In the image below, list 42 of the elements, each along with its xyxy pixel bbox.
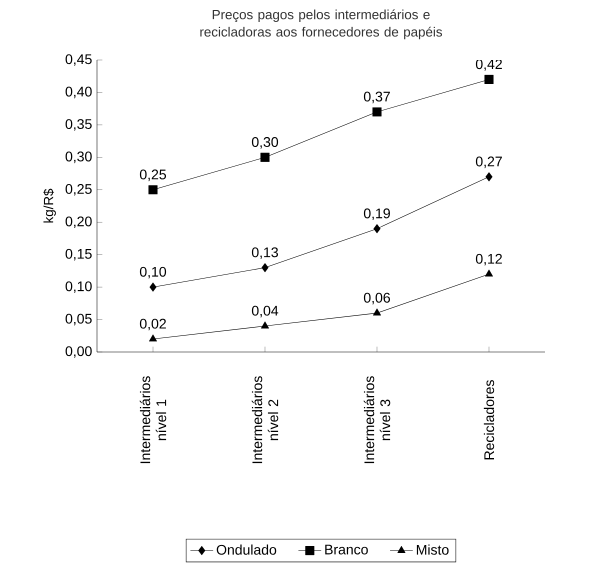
chart-title: Preços pagos pelos intermediários e recicladoras aos fornecedores de papéis bbox=[200, 9, 442, 40]
data-label: 0,30 bbox=[252, 137, 278, 149]
data-label: 0,25 bbox=[140, 170, 166, 182]
y-tick-label: 0,40 bbox=[66, 86, 92, 98]
data-label: 0,04 bbox=[252, 306, 278, 318]
y-tick-label: 0,25 bbox=[66, 184, 92, 196]
y-tick-label: 0,20 bbox=[66, 216, 92, 228]
y-tick-label: 0,35 bbox=[66, 119, 92, 131]
data-label: 0,13 bbox=[252, 247, 278, 259]
point bbox=[372, 107, 382, 116]
point bbox=[486, 172, 492, 182]
point bbox=[150, 282, 156, 292]
y-tick-label: 0,30 bbox=[66, 152, 92, 164]
point bbox=[149, 334, 157, 342]
point bbox=[261, 321, 269, 328]
data-label: 0,06 bbox=[364, 292, 390, 304]
point bbox=[373, 308, 381, 316]
x-tick-label: Intermediários nível 2 bbox=[252, 376, 278, 464]
y-axis-title: kg/R$ bbox=[43, 188, 56, 223]
data-label: 0,19 bbox=[364, 208, 390, 220]
x-tick-label: Intermediários nível 3 bbox=[364, 376, 390, 464]
point bbox=[260, 152, 270, 162]
x-tick-label: Recicladores bbox=[484, 380, 494, 460]
legend-label: Misto bbox=[416, 544, 449, 555]
y-tick-label: 0,05 bbox=[66, 314, 92, 326]
point bbox=[148, 185, 158, 194]
x-tick-label: Intermediários nível 1 bbox=[140, 376, 166, 464]
data-label: 0,27 bbox=[476, 156, 502, 168]
data-label: 0,10 bbox=[140, 266, 166, 278]
point bbox=[262, 263, 268, 272]
data-label: 0,02 bbox=[140, 318, 166, 330]
data-label: 0,37 bbox=[364, 92, 390, 104]
point bbox=[484, 74, 494, 84]
y-tick-label: 0,45 bbox=[66, 54, 92, 66]
data-label: 0,12 bbox=[476, 254, 502, 266]
point bbox=[485, 270, 493, 277]
y-tick-label: 0,00 bbox=[66, 346, 92, 358]
y-tick-label: 0,15 bbox=[66, 248, 92, 260]
point bbox=[374, 224, 380, 234]
legend-label: Branco bbox=[325, 544, 368, 554]
y-tick-label: 0,10 bbox=[66, 281, 92, 293]
legend-label: Ondulado bbox=[216, 544, 276, 555]
